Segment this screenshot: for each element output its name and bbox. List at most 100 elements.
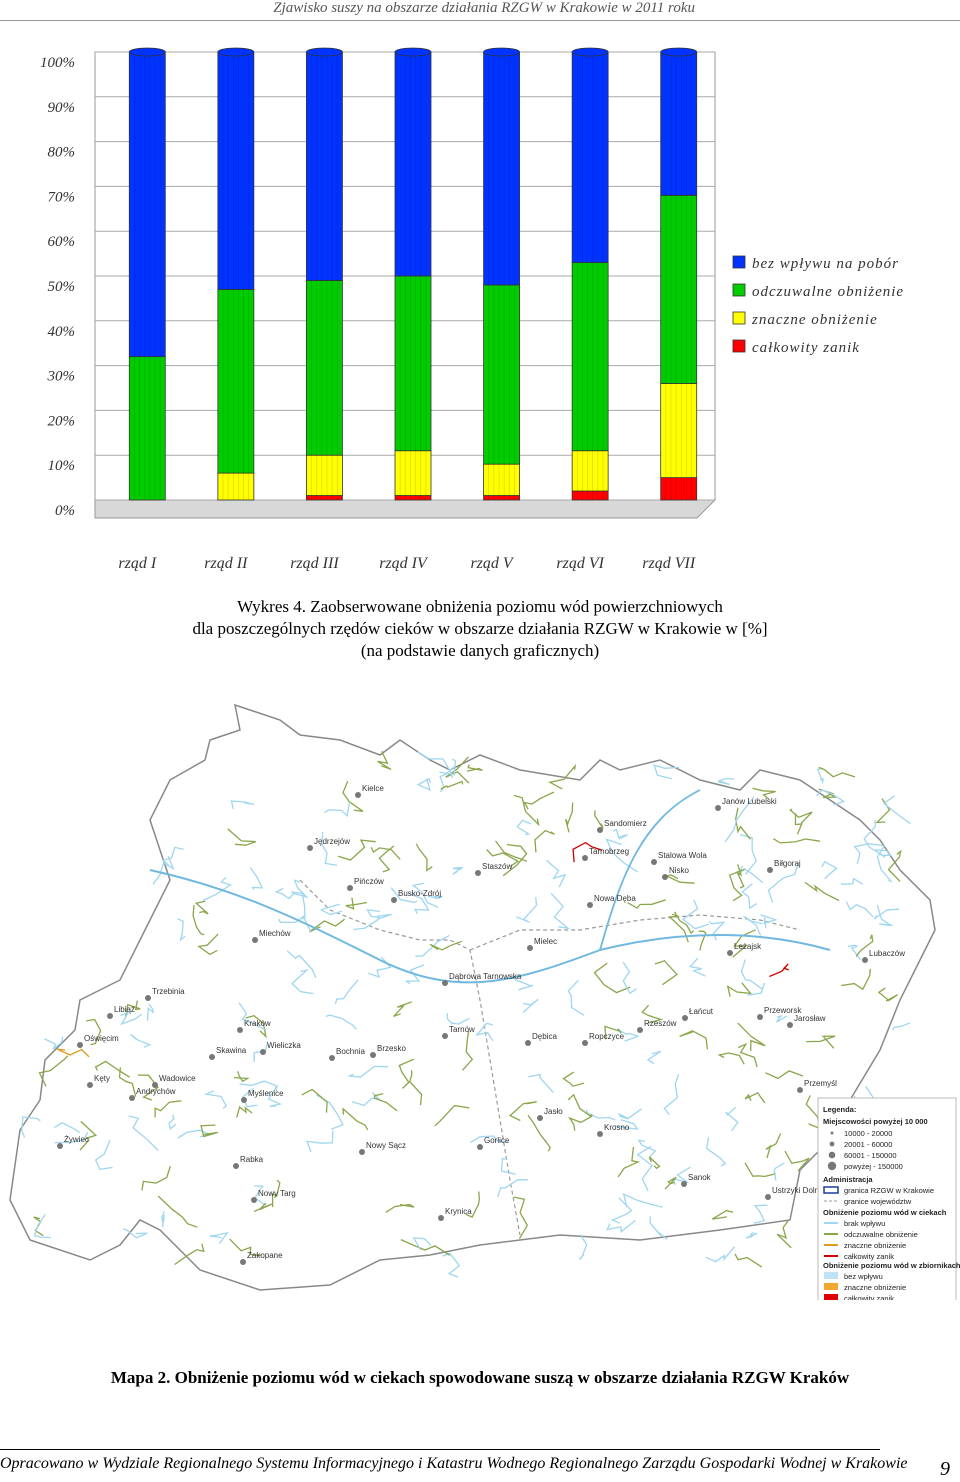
bar-segment: [571, 262, 609, 452]
footer-text: Opracowano w Wydziale Regionalnego Syste…: [0, 1455, 908, 1472]
bar-segment: [394, 275, 432, 452]
city-label: Jędrzejów: [314, 837, 350, 846]
city-marker: [129, 1095, 135, 1101]
city-marker: [442, 980, 448, 986]
y-tick-label: 10%: [48, 458, 76, 474]
chart-caption-line1: Wykres 4. Zaobserwowane obniżenia poziom…: [237, 597, 723, 616]
city-label: Brzesko: [377, 1044, 406, 1053]
city-label: Biłgoraj: [774, 859, 801, 868]
legend-swatch: [732, 255, 746, 269]
chart-bars: [128, 47, 698, 501]
city-label: Żywiec: [64, 1135, 89, 1144]
city-label: Gorlice: [484, 1136, 510, 1145]
map-legend-rivers-title: Obniżenie poziomu wód w ciekach: [823, 1208, 947, 1217]
map-legend-city-size: powyżej - 150000: [844, 1162, 903, 1171]
city-label: Kielce: [362, 784, 384, 793]
city-marker: [347, 885, 353, 891]
map-legend-city-size: 20001 - 60000: [844, 1140, 892, 1149]
y-tick-label: 50%: [48, 279, 76, 295]
city-label: Tarnobrzeg: [589, 847, 629, 856]
city-label: Kęty: [94, 1074, 110, 1083]
bar-cap: [660, 47, 698, 57]
y-tick-label: 20%: [48, 413, 76, 429]
city-label: Sanok: [688, 1173, 712, 1182]
map-legend-city-size: 10000 - 20000: [844, 1129, 892, 1138]
legend-swatch: [732, 311, 746, 325]
city-label: Krosno: [604, 1123, 630, 1132]
drought-map: Kielce Janów Lubelski Sandomierz Jędrzejów T…: [9, 703, 960, 1300]
city-marker: [862, 957, 868, 963]
city-marker: [240, 1259, 246, 1265]
map-legend-res-item: znaczne obniżenie: [844, 1283, 906, 1292]
city-marker: [209, 1054, 215, 1060]
bar-segment: [217, 289, 255, 474]
city-marker: [797, 1087, 803, 1093]
legend-swatch: [732, 283, 746, 297]
y-tick-label: 0%: [55, 503, 75, 519]
bar-segment: [483, 51, 520, 286]
city-label: Przemyśl: [804, 1079, 837, 1088]
map-legend-river-item: całkowity zanik: [844, 1252, 894, 1261]
y-tick-label: 90%: [48, 100, 76, 116]
bar-cap: [217, 47, 255, 57]
city-label: Nowy Sącz: [366, 1141, 406, 1150]
city-label: Andrychów: [136, 1087, 176, 1096]
city-label: Kraków: [244, 1019, 271, 1028]
chart-legend: bez wpływu na pobór odczuwalne obniżenie z…: [732, 255, 903, 356]
bar-segment: [306, 51, 343, 281]
bar-segment: [660, 383, 698, 478]
city-label: Bochnia: [336, 1047, 365, 1056]
city-label: Staszów: [482, 862, 512, 871]
bar-cap: [483, 47, 520, 57]
stacked-bar-chart: 0% 10% 20% 30% 40% 50% 60% 70% 80% 90% 100% rząd I…: [40, 47, 903, 572]
bar-cap: [306, 47, 343, 57]
bar-segment: [394, 450, 432, 496]
city-marker: [537, 1115, 543, 1121]
x-tick-label: rząd III: [290, 555, 339, 572]
city-marker: [77, 1042, 83, 1048]
city-marker: [475, 870, 481, 876]
city-label: Tarnów: [449, 1025, 475, 1034]
y-tick-label: 100%: [40, 55, 75, 71]
bar-segment: [483, 463, 520, 496]
city-label: Janów Lubelski: [722, 797, 777, 806]
city-marker: [587, 902, 593, 908]
map-legend-admin-item: granica RZGW w Krakowie: [844, 1186, 934, 1195]
map-legend-res-item: bez wpływu: [844, 1272, 883, 1281]
map-legend-river-item: odczuwalne obniżenie: [844, 1230, 918, 1239]
legend-label: bez wpływu na pobór: [752, 256, 899, 272]
city-label: Jasło: [544, 1107, 563, 1116]
city-label: Nisko: [669, 866, 690, 875]
y-axis-ticks: 0% 10% 20% 30% 40% 50% 60% 70% 80% 90% 100%: [40, 55, 75, 519]
city-label: Mielec: [534, 937, 557, 946]
legend-swatch: [732, 339, 746, 353]
city-label: Sandomierz: [604, 819, 647, 828]
city-label: Lubaczów: [869, 949, 905, 958]
city-marker: [527, 945, 533, 951]
x-tick-label: rząd VII: [642, 555, 696, 572]
map-legend-city-size: 60001 - 150000: [844, 1151, 897, 1160]
bar-segment: [660, 51, 698, 196]
map-legend-admin-item: granice województw: [844, 1197, 912, 1206]
city-marker: [329, 1055, 335, 1061]
bar-cap: [571, 47, 609, 57]
map-legend: Legenda: Miejscowości powyżej 10 000 10000…: [817, 1097, 960, 1300]
map-caption: Mapa 2. Obniżenie poziomu wód w ciekach …: [110, 1368, 850, 1387]
city-marker: [252, 937, 258, 943]
city-marker: [757, 1014, 763, 1020]
city-marker: [233, 1163, 239, 1169]
city-label: Libiąż: [114, 1005, 135, 1014]
city-marker: [442, 1033, 448, 1039]
city-label: Leżajsk: [734, 942, 762, 951]
y-tick-label: 60%: [48, 234, 76, 250]
legend-label: całkowity zanik: [752, 340, 860, 356]
city-label: Trzebinia: [152, 987, 185, 996]
city-marker: [57, 1143, 63, 1149]
city-marker: [307, 845, 313, 851]
city-label: Jarosław: [794, 1014, 826, 1023]
city-marker: [597, 1131, 603, 1137]
city-marker: [145, 995, 151, 1001]
bar-segment: [217, 472, 255, 501]
bar-segment: [571, 51, 609, 263]
map-legend-res-title: Obniżenie poziomu wód w zbiornikach: [823, 1261, 960, 1270]
